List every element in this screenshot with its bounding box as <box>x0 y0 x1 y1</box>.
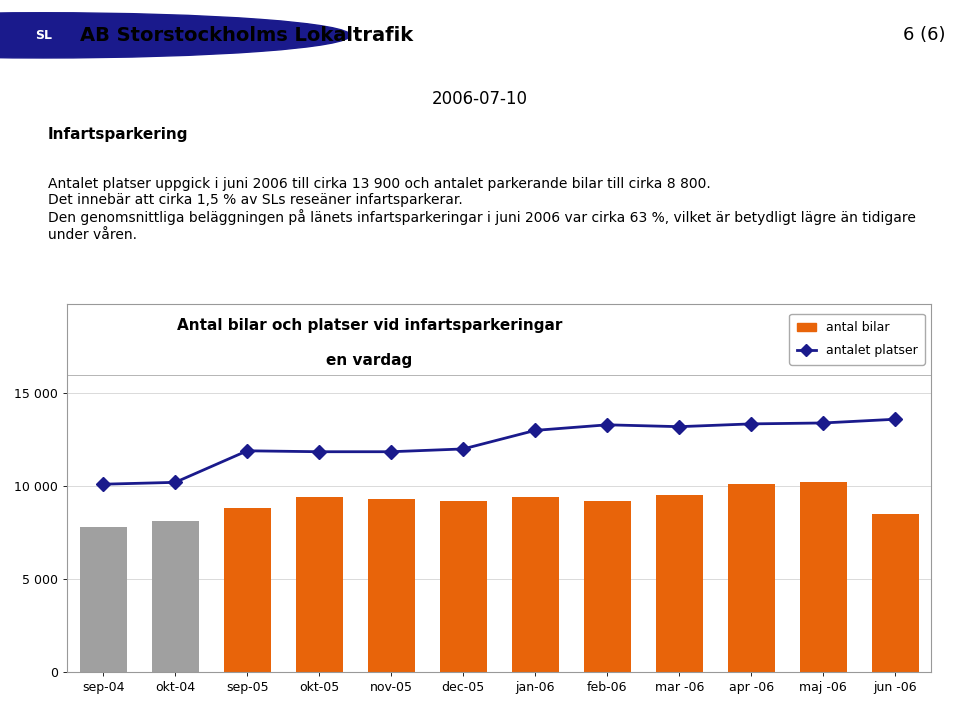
Bar <box>656 496 703 672</box>
Text: Antalet platser uppgick i juni 2006 till cirka 13 900 och antalet parkerande bil: Antalet platser uppgick i juni 2006 till… <box>48 177 916 242</box>
Bar <box>224 508 271 672</box>
Text: en vardag: en vardag <box>326 353 413 368</box>
Bar <box>872 514 919 672</box>
Text: Antal bilar och platser vid infartsparkeringar: Antal bilar och platser vid infartsparke… <box>177 317 563 333</box>
Text: AB Storstockholms Lokaltrafik: AB Storstockholms Lokaltrafik <box>80 26 413 45</box>
Bar <box>80 527 127 672</box>
Bar <box>512 497 559 672</box>
Bar <box>584 501 631 672</box>
Bar <box>152 521 199 672</box>
Text: 2006-07-10: 2006-07-10 <box>432 90 528 108</box>
Bar <box>800 482 847 672</box>
Text: 6 (6): 6 (6) <box>903 26 946 45</box>
Bar <box>368 499 415 672</box>
Bar <box>728 484 775 672</box>
Circle shape <box>0 13 350 58</box>
Bar <box>296 497 343 672</box>
Bar <box>440 501 487 672</box>
Legend: antal bilar, antalet platser: antal bilar, antalet platser <box>789 314 924 365</box>
Text: Infartsparkering: Infartsparkering <box>48 127 188 142</box>
Text: SL: SL <box>35 29 52 42</box>
